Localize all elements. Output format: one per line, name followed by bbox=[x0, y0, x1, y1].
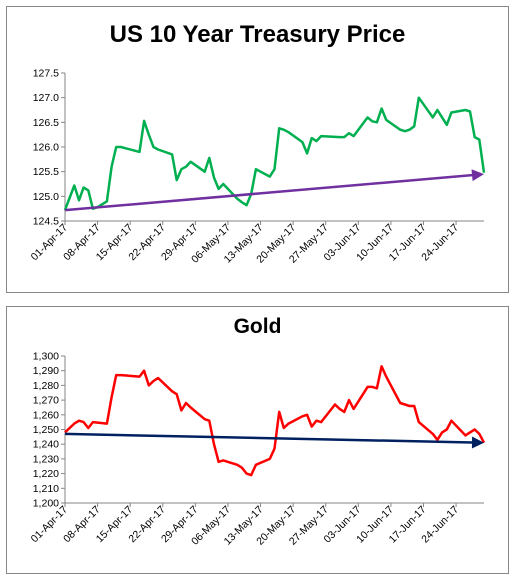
gold-chart-svg: 1,200 1,210 1,220 1,230 1,240 1,250 1,260 1,270… bbox=[29, 351, 486, 548]
treasury-chart-panel: US 10 Year Treasury Price 124.5 125.0 125.… bbox=[6, 6, 509, 293]
chart-title: US 10 Year Treasury Price bbox=[109, 21, 406, 48]
y-tick-label: 1,210 bbox=[33, 483, 59, 495]
chart-title: Gold bbox=[233, 315, 282, 338]
y-tick-label: 126.0 bbox=[33, 142, 59, 154]
treasury-chart-svg: 124.5125.0125.5126.0126.5127.0127.501-Ap… bbox=[29, 68, 486, 266]
y-tick-label: 126.5 bbox=[33, 117, 59, 129]
trend-line bbox=[64, 432, 479, 444]
y-tick-label: 127.0 bbox=[33, 92, 59, 104]
y-tick-label: 124.5 bbox=[33, 216, 59, 228]
y-tick-label: 1,250 bbox=[33, 424, 59, 436]
y-tick-label: 1,300 bbox=[33, 351, 59, 363]
price-series-line bbox=[64, 365, 486, 477]
y-tick-label: 1,270 bbox=[33, 395, 59, 407]
y-tick-label: 1,200 bbox=[33, 498, 59, 510]
y-tick-label: 1,290 bbox=[33, 365, 59, 377]
y-tick-label: 1,230 bbox=[33, 453, 59, 465]
trend-line bbox=[64, 173, 479, 212]
gold-chart-panel: Gold 1,200 1,210 1,220 1,230 1,240 1,250 1,260… bbox=[6, 306, 509, 574]
y-tick-label: 1,260 bbox=[33, 409, 59, 421]
y-tick-label: 125.0 bbox=[33, 191, 59, 203]
y-tick-label: 125.5 bbox=[33, 166, 59, 178]
y-tick-label: 127.5 bbox=[33, 68, 59, 80]
y-tick-label: 1,280 bbox=[33, 380, 59, 392]
trend-arrowhead bbox=[471, 169, 484, 182]
price-series-line bbox=[63, 96, 486, 211]
y-tick-label: 1,220 bbox=[33, 468, 59, 480]
trend-arrowhead bbox=[471, 436, 484, 449]
y-tick-label: 1,240 bbox=[33, 439, 59, 451]
